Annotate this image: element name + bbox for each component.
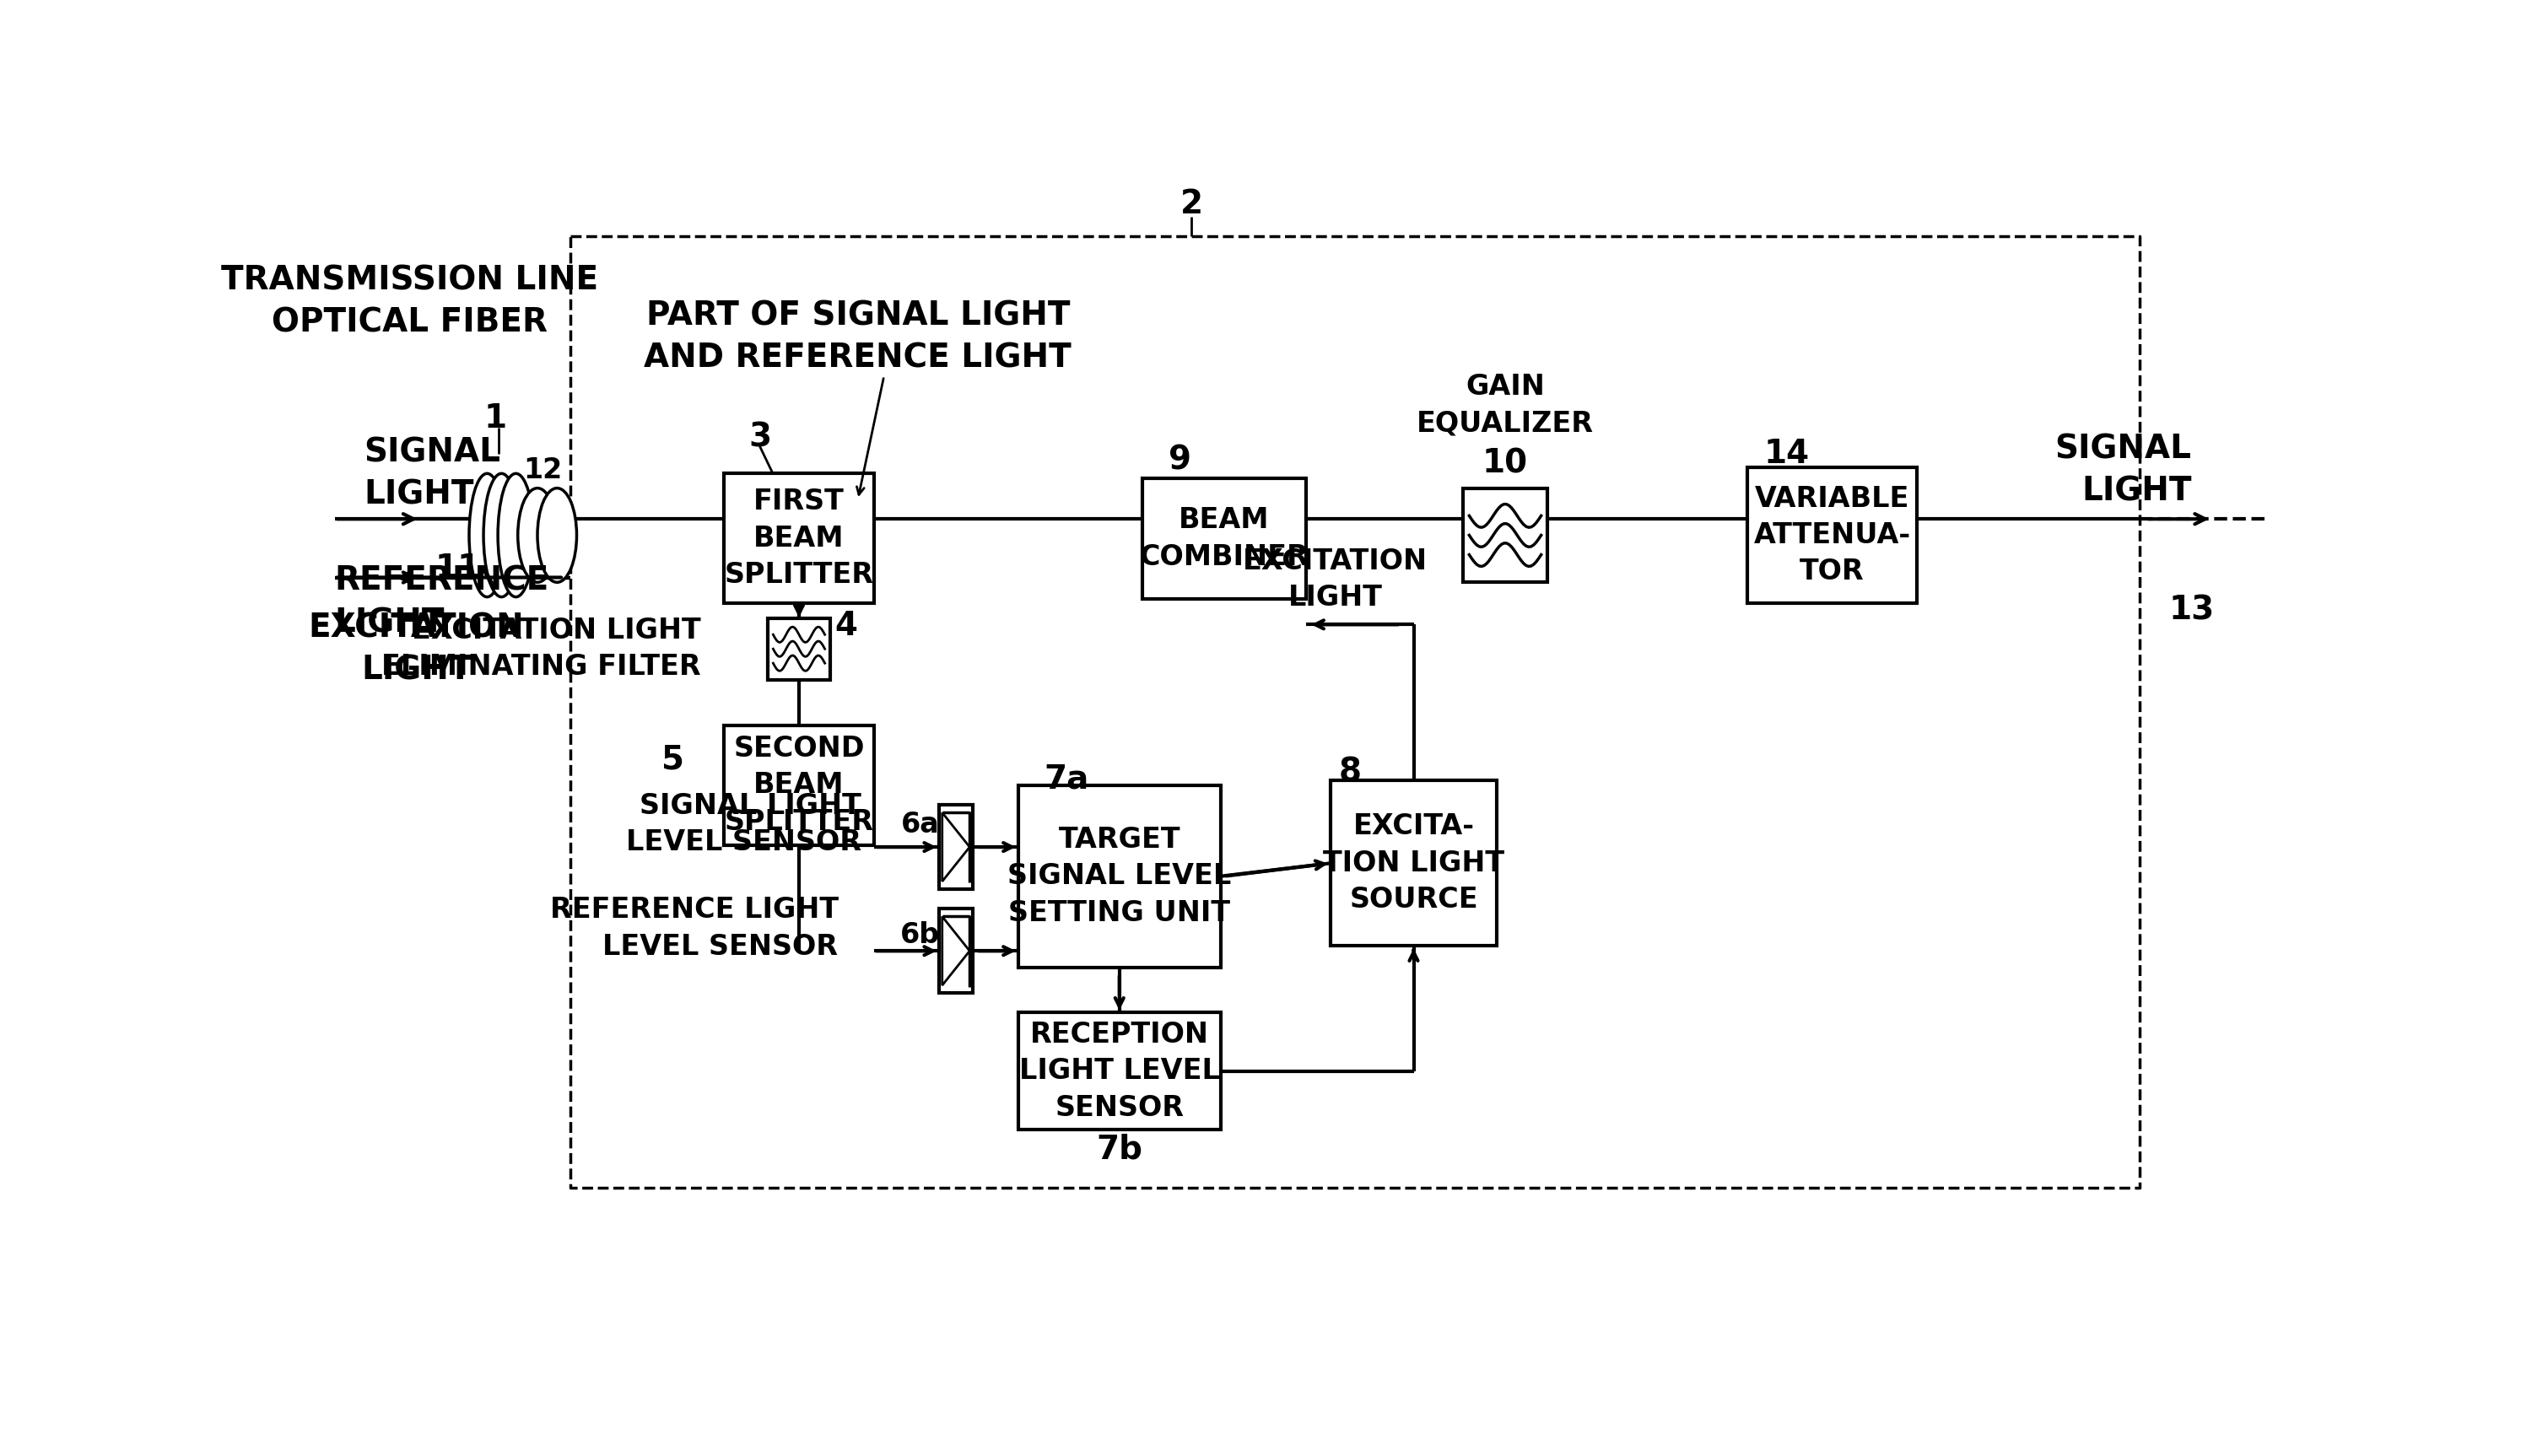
Text: BEAM
COMBINER: BEAM COMBINER [1139, 507, 1308, 571]
Text: 5: 5 [663, 743, 686, 776]
Bar [1462, 488, 1548, 582]
Text: 7a: 7a [1044, 763, 1089, 795]
Text: EXCITATION
LIGHT: EXCITATION LIGHT [308, 612, 524, 686]
Text: RECEPTION
LIGHT LEVEL
SENSOR: RECEPTION LIGHT LEVEL SENSOR [1018, 1021, 1220, 1121]
Bar [769, 617, 829, 680]
Polygon shape [943, 916, 971, 986]
Ellipse shape [484, 473, 519, 597]
Bar [1331, 780, 1497, 946]
Text: 7b: 7b [1097, 1133, 1142, 1165]
Text: 4: 4 [834, 610, 857, 642]
Bar [1018, 1012, 1220, 1130]
Text: 12: 12 [524, 456, 562, 485]
Bar [1018, 785, 1220, 967]
Ellipse shape [469, 473, 504, 597]
Text: SIGNAL
LIGHT: SIGNAL LIGHT [363, 437, 502, 511]
Bar [1747, 467, 1916, 603]
Text: TRANSMISSION LINE
OPTICAL FIBER: TRANSMISSION LINE OPTICAL FIBER [222, 265, 597, 338]
Text: 6a: 6a [900, 811, 940, 839]
Text: 10: 10 [1482, 448, 1528, 480]
Text: 1: 1 [484, 402, 507, 434]
Text: 11: 11 [434, 552, 482, 584]
Text: 6b: 6b [900, 920, 940, 949]
Ellipse shape [517, 488, 557, 582]
Text: VARIABLE
ATTENUA-
TOR: VARIABLE ATTENUA- TOR [1755, 485, 1911, 585]
Ellipse shape [537, 488, 577, 582]
Bar [724, 725, 875, 846]
Text: EXCITA-
TION LIGHT
SOURCE: EXCITA- TION LIGHT SOURCE [1324, 812, 1505, 914]
Text: 13: 13 [2168, 594, 2213, 626]
Bar [724, 473, 875, 603]
Text: 2: 2 [1180, 188, 1203, 220]
Text: GAIN
EQUALIZER: GAIN EQUALIZER [1417, 373, 1593, 438]
Text: PART OF SIGNAL LIGHT
AND REFERENCE LIGHT: PART OF SIGNAL LIGHT AND REFERENCE LIGHT [643, 300, 1071, 374]
Text: REFERENCE LIGHT
LEVEL SENSOR: REFERENCE LIGHT LEVEL SENSOR [550, 895, 837, 961]
Ellipse shape [497, 473, 534, 597]
Polygon shape [943, 812, 971, 881]
Text: 3: 3 [749, 422, 771, 454]
Text: 14: 14 [1765, 438, 1810, 470]
Text: FIRST
BEAM
SPLITTER: FIRST BEAM SPLITTER [724, 488, 875, 590]
Text: EXCITATION LIGHT
ELIMINATING FILTER: EXCITATION LIGHT ELIMINATING FILTER [381, 617, 701, 681]
Bar [1142, 479, 1306, 598]
Bar [938, 805, 973, 890]
Text: TARGET
SIGNAL LEVEL
SETTING UNIT: TARGET SIGNAL LEVEL SETTING UNIT [1008, 826, 1230, 927]
Text: REFERENCE
LIGHT: REFERENCE LIGHT [335, 565, 550, 639]
Text: SIGNAL LIGHT
LEVEL SENSOR: SIGNAL LIGHT LEVEL SENSOR [625, 792, 862, 856]
Text: 9: 9 [1167, 444, 1192, 476]
Text: SIGNAL
LIGHT: SIGNAL LIGHT [2055, 432, 2191, 507]
Bar [938, 909, 973, 993]
Text: SECOND
BEAM
SPLITTER: SECOND BEAM SPLITTER [724, 735, 875, 836]
Text: 8: 8 [1339, 756, 1361, 788]
Text: EXCITATION
LIGHT: EXCITATION LIGHT [1243, 547, 1427, 612]
